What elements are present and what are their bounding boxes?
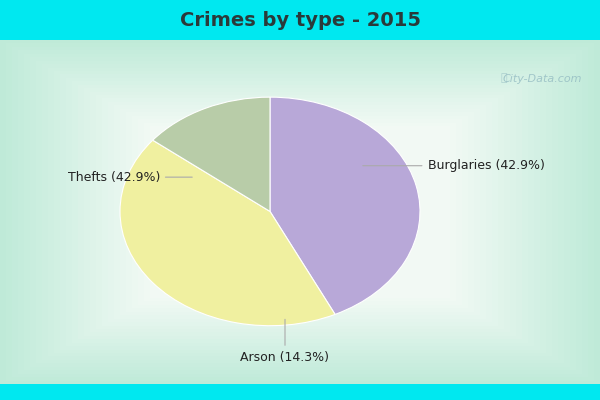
Text: City-Data.com: City-Data.com (503, 74, 582, 84)
Wedge shape (270, 97, 420, 314)
Wedge shape (153, 97, 270, 212)
Text: Burglaries (42.9%): Burglaries (42.9%) (363, 159, 544, 172)
Text: Arson (14.3%): Arson (14.3%) (241, 319, 329, 364)
Text: ⦿: ⦿ (500, 73, 507, 83)
Wedge shape (120, 140, 335, 326)
Text: Crimes by type - 2015: Crimes by type - 2015 (179, 10, 421, 30)
Text: Thefts (42.9%): Thefts (42.9%) (68, 171, 192, 184)
